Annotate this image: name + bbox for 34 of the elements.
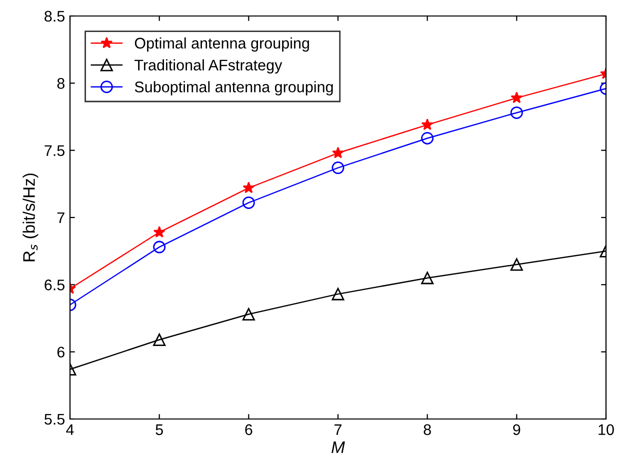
x-tick-label: 9	[513, 424, 520, 436]
x-tick-label: 6	[245, 424, 252, 436]
x-tick-label: 7	[334, 424, 342, 435]
y-tick-label: 7	[57, 212, 64, 224]
point	[332, 162, 344, 174]
point	[332, 288, 344, 300]
y-tick-label: 6	[57, 346, 64, 358]
y-tick-label: 5.5	[44, 414, 64, 425]
x-tick-label: 4	[66, 424, 74, 435]
point	[242, 196, 255, 209]
y-tick-label: 6.5	[44, 280, 64, 290]
point	[510, 258, 523, 271]
point	[242, 308, 255, 320]
point	[153, 333, 166, 346]
legend-label: Traditional AFstrategy	[134, 59, 282, 74]
x-tick-label: 10	[598, 424, 614, 436]
point	[332, 146, 344, 158]
point	[421, 132, 434, 144]
legend-label: Optimal antenna grouping	[134, 37, 309, 52]
y-tick-label: 7.5	[44, 145, 64, 156]
point	[153, 240, 166, 254]
point	[510, 92, 523, 104]
x-tick-label: 8	[424, 424, 431, 436]
y-tick-label: 8.5	[44, 10, 64, 22]
legend-label: Suboptimal antenna grouping	[134, 81, 333, 96]
y-tick-label: 8	[57, 78, 64, 89]
point	[153, 226, 166, 238]
point	[510, 106, 523, 119]
x-axis-title: M	[332, 441, 345, 453]
point	[242, 182, 255, 194]
x-tick-label: 5	[156, 424, 163, 436]
y-axis-title: R$_{s}$ (bit/s/Hz)	[22, 174, 38, 262]
point	[421, 118, 434, 130]
point	[421, 272, 434, 284]
